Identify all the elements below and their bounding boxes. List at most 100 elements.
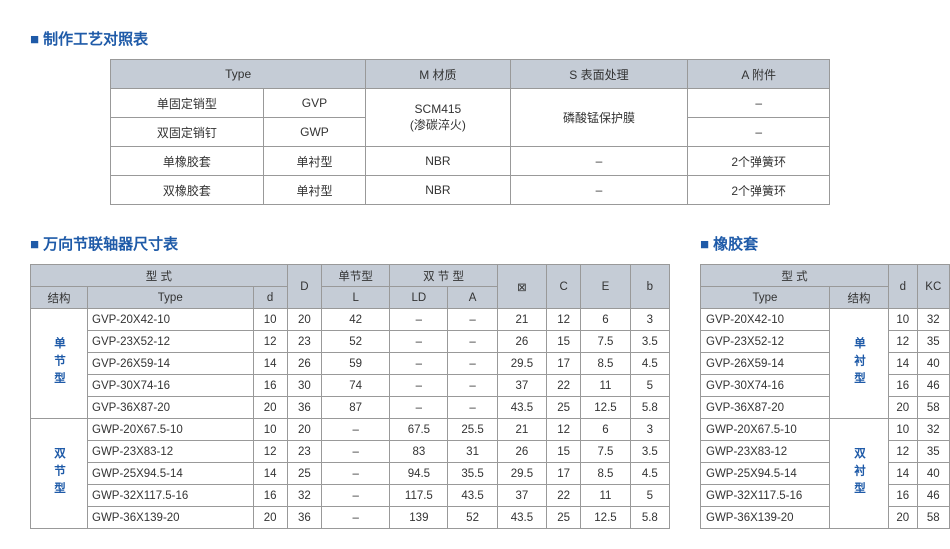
cell: 43.5: [448, 485, 497, 507]
cell: GWP-36X139-20: [88, 507, 254, 529]
cell: 25: [287, 463, 321, 485]
cell: 59: [322, 353, 390, 375]
col-E: E: [581, 265, 630, 309]
cell: 12.5: [581, 507, 630, 529]
group-label: 单衬型: [829, 309, 888, 419]
cell: –: [448, 397, 497, 419]
cell: 32: [917, 309, 949, 331]
cell: GVP-20X42-10: [701, 309, 830, 331]
group-label: 单节型: [31, 309, 88, 419]
cell: 3.5: [630, 441, 669, 463]
cell: 12: [547, 309, 581, 331]
cell: 36: [287, 507, 321, 529]
cell: GVP-36X87-20: [701, 397, 830, 419]
cell: –: [322, 419, 390, 441]
cell: 双橡胶套: [111, 176, 264, 205]
cell: 26: [287, 353, 321, 375]
cell: 单固定销型: [111, 89, 264, 118]
col-L: L: [322, 287, 390, 309]
cell: 5: [630, 485, 669, 507]
cell: 磷酸锰保护膜: [510, 89, 688, 147]
cell: 31: [448, 441, 497, 463]
cell: 20: [888, 397, 917, 419]
cell: 10: [253, 309, 287, 331]
cell: GVP-23X52-12: [701, 331, 830, 353]
table-manufacturing: Type M 材质 S 表面处理 A 附件 单固定销型 GVP SCM415 (…: [110, 59, 830, 205]
cell: –: [688, 118, 830, 147]
cell: 20: [253, 507, 287, 529]
col-xingshi: 型 式: [31, 265, 288, 287]
cell: 20: [287, 419, 321, 441]
title-rubber: 橡胶套: [700, 233, 950, 254]
cell: –: [688, 89, 830, 118]
title-manufacturing: 制作工艺对照表: [30, 28, 920, 49]
cell: SCM415 (渗碳淬火): [366, 89, 510, 147]
cell: –: [322, 463, 390, 485]
cell: 10: [888, 309, 917, 331]
cell: 23: [287, 441, 321, 463]
cell: 58: [917, 397, 949, 419]
cell: 58: [917, 507, 949, 529]
cell: 87: [322, 397, 390, 419]
cell: 12.5: [581, 397, 630, 419]
cell: 5.8: [630, 507, 669, 529]
cell: 35: [917, 441, 949, 463]
cell: 5: [630, 375, 669, 397]
cell: 46: [917, 375, 949, 397]
cell: GWP-23X83-12: [701, 441, 830, 463]
cell: –: [448, 331, 497, 353]
cell: GVP-30X74-16: [88, 375, 254, 397]
cell: 46: [917, 485, 949, 507]
cell: 17: [547, 463, 581, 485]
cell: 16: [253, 485, 287, 507]
cell: –: [448, 353, 497, 375]
cell: 52: [448, 507, 497, 529]
cell: –: [322, 485, 390, 507]
cell: 74: [322, 375, 390, 397]
cell: –: [390, 331, 448, 353]
cell: –: [448, 309, 497, 331]
cell: 11: [581, 375, 630, 397]
col-type: Type: [111, 60, 366, 89]
cell: 12: [547, 419, 581, 441]
col-d: d: [888, 265, 917, 309]
cell: GVP-26X59-14: [88, 353, 254, 375]
col-A: A: [448, 287, 497, 309]
col-double: 双 节 型: [390, 265, 497, 287]
cell: NBR: [366, 147, 510, 176]
cell: 40: [917, 463, 949, 485]
cell: 94.5: [390, 463, 448, 485]
cell: 37: [497, 375, 546, 397]
cell: 14: [253, 463, 287, 485]
cell: 36: [287, 397, 321, 419]
cell: 25: [547, 507, 581, 529]
col-type: Type: [88, 287, 254, 309]
cell: 35.5: [448, 463, 497, 485]
cell: –: [448, 375, 497, 397]
cell: GWP-36X139-20: [701, 507, 830, 529]
cell: GWP: [263, 118, 366, 147]
cell: 14: [888, 463, 917, 485]
cell: 40: [917, 353, 949, 375]
cell: 117.5: [390, 485, 448, 507]
cell: 23: [287, 331, 321, 353]
cell: 17: [547, 353, 581, 375]
cell: 12: [888, 331, 917, 353]
cell: 14: [888, 353, 917, 375]
title-dimensions: 万向节联轴器尺寸表: [30, 233, 670, 254]
cell: 15: [547, 441, 581, 463]
cell: 21: [497, 419, 546, 441]
cell: 25.5: [448, 419, 497, 441]
cell: GVP-23X52-12: [88, 331, 254, 353]
cell: GVP-30X74-16: [701, 375, 830, 397]
cell: 25: [547, 397, 581, 419]
col-b: b: [630, 265, 669, 309]
table-rubber: 型 式 d KC Type 结构 GVP-20X42-10单衬型1032GVP-…: [700, 264, 950, 529]
cell: 7.5: [581, 331, 630, 353]
cell: 35: [917, 331, 949, 353]
col-s: S 表面处理: [510, 60, 688, 89]
cell: GVP-20X42-10: [88, 309, 254, 331]
cell: –: [390, 375, 448, 397]
cell: –: [390, 353, 448, 375]
cell: 30: [287, 375, 321, 397]
